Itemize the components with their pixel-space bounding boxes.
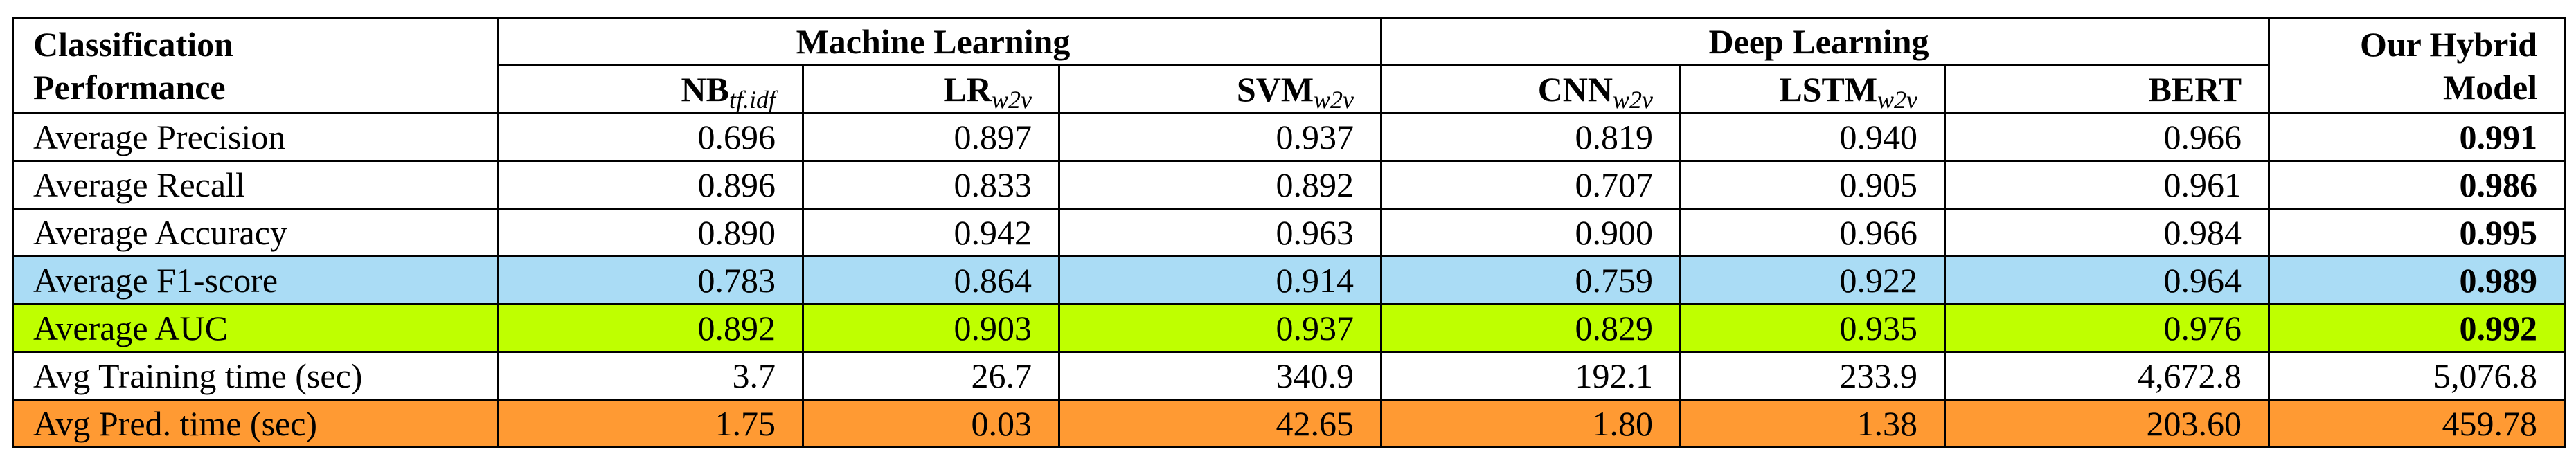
cell: 26.7 bbox=[802, 351, 1060, 401]
cell: 192.1 bbox=[1380, 351, 1682, 401]
table-row: Average F1-score 0.783 0.864 0.914 0.759 0.92… bbox=[12, 255, 2566, 305]
cell: 459.78 bbox=[2268, 399, 2566, 448]
group-header: Machine Learning bbox=[496, 17, 1383, 66]
cell: 0.966 bbox=[1679, 208, 1947, 257]
cell: 0.992 bbox=[2268, 303, 2566, 353]
column-subscript: w2v bbox=[1613, 86, 1654, 114]
row-label: Average AUC bbox=[12, 303, 499, 353]
column-name: SVM bbox=[1236, 70, 1314, 109]
cell: 4,672.8 bbox=[1944, 351, 2271, 401]
table-row: Average AUC 0.892 0.903 0.937 0.829 0.935 0.97… bbox=[12, 303, 2566, 353]
cell: 1.80 bbox=[1380, 399, 1682, 448]
cell: 0.966 bbox=[1944, 112, 2271, 162]
cell: 1.75 bbox=[497, 399, 804, 448]
cell: 0.922 bbox=[1679, 255, 1947, 305]
cell: 0.964 bbox=[1944, 255, 2271, 305]
column-subscript: w2v bbox=[992, 86, 1032, 114]
column-name: BERT bbox=[2148, 70, 2242, 109]
cell: 0.892 bbox=[497, 303, 804, 353]
cell: 0.935 bbox=[1679, 303, 1947, 353]
cell: 0.897 bbox=[802, 112, 1060, 162]
cell: 0.940 bbox=[1679, 112, 1947, 162]
corner-header: Classification Performance bbox=[12, 17, 499, 114]
cell: 1.38 bbox=[1679, 399, 1947, 448]
cell: 203.60 bbox=[1944, 399, 2271, 448]
cell: 0.963 bbox=[1057, 208, 1383, 257]
row-label: Average Precision bbox=[12, 112, 499, 162]
cell: 0.833 bbox=[802, 160, 1060, 210]
header-line: Performance bbox=[33, 67, 226, 107]
cell: 0.707 bbox=[1380, 160, 1682, 210]
cell: 0.903 bbox=[802, 303, 1060, 353]
cell: 42.65 bbox=[1057, 399, 1383, 448]
header-row: Classification Performance Machine Learni… bbox=[12, 17, 2566, 114]
cell: 0.829 bbox=[1380, 303, 1682, 353]
cell: 0.890 bbox=[497, 208, 804, 257]
row-label: Avg Training time (sec) bbox=[12, 351, 499, 401]
cell: 0.892 bbox=[1057, 160, 1383, 210]
column-header: NBtf.idf bbox=[497, 64, 804, 114]
row-label: Average Recall bbox=[12, 160, 499, 210]
cell: 0.937 bbox=[1057, 303, 1383, 353]
cell: 3.7 bbox=[497, 351, 804, 401]
header-line: Model bbox=[2442, 67, 2538, 107]
column-header: BERT bbox=[1944, 64, 2271, 114]
cell: 0.896 bbox=[497, 160, 804, 210]
cell: 0.905 bbox=[1679, 160, 1947, 210]
cell: 0.696 bbox=[497, 112, 804, 162]
column-header: CNNw2v bbox=[1380, 64, 1682, 114]
column-header: LRw2v bbox=[802, 64, 1060, 114]
cell: 0.986 bbox=[2268, 160, 2566, 210]
cell: 0.900 bbox=[1380, 208, 1682, 257]
cell: 0.819 bbox=[1380, 112, 1682, 162]
group-header: Deep Learning bbox=[1380, 17, 2271, 66]
row-label: Average F1-score bbox=[12, 255, 499, 305]
column-name: CNN bbox=[1537, 70, 1613, 109]
cell: 0.783 bbox=[497, 255, 804, 305]
row-label: Average Accuracy bbox=[12, 208, 499, 257]
cell: 0.991 bbox=[2268, 112, 2566, 162]
cell: 233.9 bbox=[1679, 351, 1947, 401]
cell: 340.9 bbox=[1057, 351, 1383, 401]
header-row: NBtf.idf LRw2v SVMw2v CNNw2v LSTMw2v BERT bbox=[13, 64, 2565, 114]
column-name: LR bbox=[943, 70, 992, 109]
cell: 0.864 bbox=[802, 255, 1060, 305]
column-name: LSTM bbox=[1779, 70, 1878, 109]
cell: 0.914 bbox=[1057, 255, 1383, 305]
table-row: Avg Pred. time (sec) 1.75 0.03 42.65 1.80 1.3… bbox=[12, 399, 2566, 448]
cell: 0.984 bbox=[1944, 208, 2271, 257]
cell: 5,076.8 bbox=[2268, 351, 2566, 401]
column-subscript: w2v bbox=[1314, 86, 1354, 114]
header-line: Classification bbox=[33, 24, 233, 64]
column-name: NB bbox=[681, 70, 729, 109]
header-line: Our Hybrid bbox=[2359, 24, 2538, 64]
table-row: Average Recall 0.896 0.833 0.892 0.707 0.905 0… bbox=[12, 160, 2566, 210]
table-row: Average Precision 0.696 0.897 0.937 0.819 0.9… bbox=[12, 112, 2566, 162]
table-header: Classification Performance Machine Learni… bbox=[12, 17, 2566, 114]
cell: 0.989 bbox=[2268, 255, 2566, 305]
table-row: Average Accuracy 0.890 0.942 0.963 0.900 0.96… bbox=[12, 208, 2566, 257]
cell: 0.995 bbox=[2268, 208, 2566, 257]
column-header: SVMw2v bbox=[1057, 64, 1383, 114]
table-body: Average Precision 0.696 0.897 0.937 0.819 0.9… bbox=[12, 112, 2566, 448]
cell: 0.976 bbox=[1944, 303, 2271, 353]
column-subscript: tf.idf bbox=[728, 86, 776, 114]
results-table: Classification Performance Machine Learni… bbox=[12, 17, 2566, 448]
cell: 0.03 bbox=[802, 399, 1060, 448]
hybrid-header: Our Hybrid Model bbox=[2268, 17, 2566, 114]
column-subscript: w2v bbox=[1877, 86, 1918, 114]
cell: 0.759 bbox=[1380, 255, 1682, 305]
cell: 0.961 bbox=[1944, 160, 2271, 210]
cell: 0.942 bbox=[802, 208, 1060, 257]
row-label: Avg Pred. time (sec) bbox=[12, 399, 499, 448]
cell: 0.937 bbox=[1057, 112, 1383, 162]
table-row: Avg Training time (sec) 3.7 26.7 340.9 192.1… bbox=[12, 351, 2566, 401]
column-header: LSTMw2v bbox=[1679, 64, 1947, 114]
